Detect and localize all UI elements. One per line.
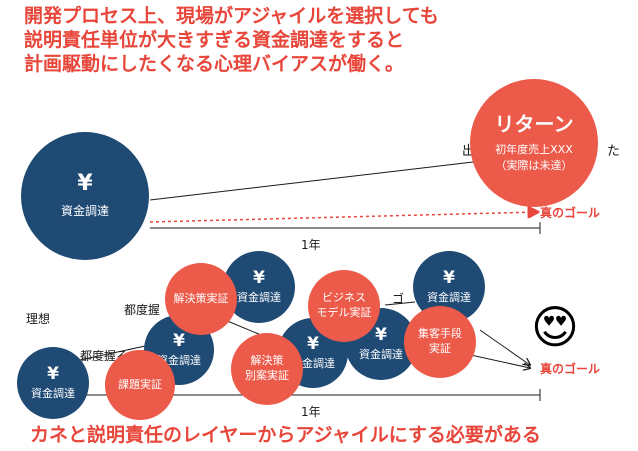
top-dotted-goal-line [149, 212, 538, 223]
action-business-model: ビジネス モデル実証 [308, 270, 380, 342]
action-acq-line-2: 実証 [429, 342, 451, 355]
funding-label: 資金調達 [359, 347, 403, 361]
top-line-to-return [149, 159, 491, 201]
headline-line-2: 説明責任単位が大きすぎる資金調達をすると [24, 29, 405, 51]
step-line-6 [479, 329, 530, 365]
top-year-label: 1年 [301, 238, 321, 252]
yen-icon: ¥ [307, 333, 319, 354]
yen-icon: ¥ [47, 363, 59, 384]
footer-message: カネと説明責任のレイヤーからアジャイルにする必要がある [30, 424, 541, 446]
action-issue: 課題実証 [105, 350, 175, 420]
return-title: リターン [494, 112, 574, 137]
partial-label-right: た [607, 144, 621, 159]
funding-circle-6: ¥ 資金調達 [413, 251, 485, 323]
return-line-1: 初年度売上XXX [495, 143, 573, 157]
action-alt-line-1: 解決策 [250, 354, 284, 368]
action-alt-line-2: 別案実証 [245, 369, 289, 382]
yen-icon: ¥ [375, 324, 387, 345]
heart-eyes-emoji-icon: 😍 [531, 300, 579, 354]
bottom-goal-label: 真のゴール [540, 362, 601, 376]
return-circle: リターン 初年度売上XXX （実際は未達） [470, 79, 598, 207]
step-line-1 [79, 344, 151, 361]
action-alt-solution: 解決策 別案実証 [231, 333, 303, 405]
headline-line-3: 計画駆動にしたくなる心理バイアスが働く。 [24, 53, 405, 75]
funding-label: 資金調達 [31, 386, 75, 400]
action-acquisition: 集客手段 実証 [404, 306, 476, 378]
return-line-2: （実際は未達） [495, 159, 573, 172]
top-goal-label: 真のゴール [540, 206, 601, 220]
action-solution-label: 解決策実証 [173, 291, 229, 305]
headline-line-1: 開発プロセス上、現場がアジャイルを選択しても [24, 5, 439, 27]
tsudo-label-1: 都度握 [124, 303, 161, 317]
funding-circle-1: ¥ 資金調達 [17, 347, 89, 419]
funding-label: 資金調達 [237, 290, 281, 304]
funding-label: 資金調達 [427, 290, 471, 304]
action-business-line-1: ビジネス [322, 291, 366, 305]
action-solution: 解決策実証 [165, 263, 237, 335]
action-issue-label: 課題実証 [118, 377, 162, 391]
action-business-line-2: モデル実証 [316, 306, 372, 319]
top-funding-label: 資金調達 [60, 204, 109, 219]
step-line-5 [384, 301, 416, 306]
goal-partial-label: ゴ [392, 292, 405, 306]
yen-icon: ¥ [443, 267, 455, 288]
yen-icon: ¥ [77, 171, 93, 197]
ideal-label: 理想 [26, 312, 51, 326]
bottom-year-label: 1年 [301, 405, 321, 419]
yen-icon: ¥ [173, 330, 185, 351]
top-funding-circle: ¥ 資金調達 [21, 132, 149, 260]
action-acq-line-1: 集客手段 [418, 327, 462, 341]
headline: 開発プロセス上、現場がアジャイルを選択しても 説明責任単位が大きすぎる資金調達を… [24, 4, 439, 76]
yen-icon: ¥ [253, 267, 265, 288]
